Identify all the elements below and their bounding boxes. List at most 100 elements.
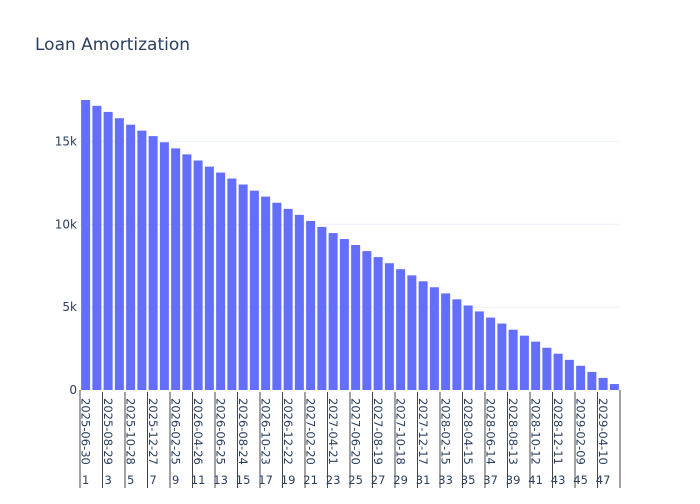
- x-tick-date-label: 2027-10-18: [394, 398, 408, 465]
- bar: [362, 251, 372, 390]
- bar: [396, 269, 406, 390]
- x-tick-date-label: 2028-08-13: [506, 398, 520, 465]
- y-tick-label: 15k: [55, 134, 77, 148]
- bar: [193, 160, 203, 390]
- x-tick-date-label: 2025-12-27: [146, 398, 160, 465]
- x-tick-period-label: 47: [596, 473, 611, 487]
- y-axis-ticks: 0 5k 10k 15k: [55, 134, 77, 397]
- bar: [103, 111, 113, 390]
- x-tick-date-label: 2025-08-29: [101, 398, 115, 465]
- bar: [159, 142, 169, 390]
- bar: [384, 263, 394, 390]
- bar: [249, 190, 259, 390]
- bar: [227, 178, 237, 390]
- x-tick-date-label: 2028-02-15: [439, 398, 453, 465]
- bar: [463, 305, 473, 390]
- bar: [317, 226, 327, 390]
- bar: [137, 130, 147, 390]
- x-tick-date-label: 2029-02-09: [574, 398, 588, 465]
- bar: [294, 214, 304, 390]
- bar: [587, 371, 597, 390]
- x-tick-date-label: 2027-04-21: [326, 398, 340, 465]
- bar: [418, 281, 428, 390]
- bar: [126, 124, 136, 390]
- bar: [553, 353, 563, 390]
- bar: [351, 245, 361, 390]
- bar: [148, 136, 158, 390]
- x-tick-period-label: 3: [104, 473, 111, 487]
- bar: [328, 233, 338, 390]
- x-tick-period-label: 29: [393, 473, 408, 487]
- bar: [283, 208, 293, 390]
- x-tick-date-label: 2026-06-25: [214, 398, 228, 465]
- y-tick-label: 5k: [62, 300, 77, 314]
- bar: [306, 220, 316, 390]
- bar: [114, 118, 124, 390]
- bar: [339, 239, 349, 390]
- x-tick-date-label: 2025-10-28: [124, 398, 138, 465]
- bars-group: [81, 100, 619, 391]
- x-tick-period-label: 11: [191, 473, 206, 487]
- bar: [609, 384, 619, 390]
- bar: [474, 311, 484, 390]
- chart-title: Loan Amortization: [35, 35, 190, 55]
- bar: [373, 257, 383, 390]
- x-tick-period-label: 25: [348, 473, 363, 487]
- x-tick-date-label: 2027-02-20: [304, 398, 318, 465]
- y-tick-label: 10k: [55, 217, 77, 231]
- bar: [182, 154, 192, 390]
- bar: [576, 365, 586, 390]
- x-tick-period-label: 43: [551, 473, 566, 487]
- x-tick-period-label: 9: [172, 473, 179, 487]
- x-tick-date-label: 2026-02-25: [169, 398, 183, 465]
- bar: [407, 275, 417, 390]
- bar: [204, 166, 214, 390]
- x-tick-date-label: 2026-10-23: [259, 398, 273, 465]
- bar: [508, 329, 518, 390]
- bar: [564, 359, 574, 390]
- x-tick-date-label: 2028-06-14: [484, 398, 498, 465]
- bar: [92, 105, 102, 391]
- x-tick-date-label: 2027-06-20: [349, 398, 363, 465]
- x-tick-date-label: 2028-04-15: [461, 398, 475, 465]
- x-tick-period-label: 19: [281, 473, 296, 487]
- y-tick-label: 0: [69, 383, 77, 397]
- x-tick-period-label: 41: [528, 473, 543, 487]
- x-tick-period-label: 13: [213, 473, 228, 487]
- bar: [486, 317, 496, 390]
- bar: [81, 100, 91, 390]
- x-tick-period-label: 35: [461, 473, 476, 487]
- x-tick-date-label: 2026-12-22: [281, 398, 295, 465]
- x-tick-period-label: 39: [506, 473, 521, 487]
- x-tick-date-label: 2028-10-12: [529, 398, 543, 465]
- bar: [429, 287, 439, 390]
- x-tick-date-label: 2027-12-17: [416, 398, 430, 465]
- bar: [542, 347, 552, 390]
- x-tick-period-label: 1: [82, 473, 89, 487]
- bar: [216, 172, 226, 390]
- bar: [531, 341, 541, 390]
- x-tick-period-label: 5: [127, 473, 134, 487]
- x-tick-period-label: 15: [236, 473, 251, 487]
- bar: [598, 377, 608, 390]
- bar: [238, 184, 248, 390]
- x-axis: 2025-06-30 2025-08-29 2025-10-28 2025-12-27…: [79, 390, 621, 488]
- x-tick-date-label: 2027-08-19: [371, 398, 385, 465]
- x-tick-period-label: 7: [149, 473, 156, 487]
- bar: [497, 323, 507, 390]
- gridlines: [80, 140, 620, 308]
- x-tick-period-label: 17: [258, 473, 273, 487]
- bar: [519, 335, 529, 390]
- x-tick-date-label: 2026-04-26: [191, 398, 205, 465]
- bar: [261, 196, 271, 390]
- x-tick-period-label: 27: [371, 473, 386, 487]
- x-tick-period-label: 31: [416, 473, 431, 487]
- bar: [441, 293, 451, 390]
- bar: [272, 202, 282, 390]
- x-tick-period-label: 23: [326, 473, 341, 487]
- bar: [171, 148, 181, 390]
- x-tick-period-label: 37: [483, 473, 498, 487]
- x-tick-period-label: 45: [573, 473, 588, 487]
